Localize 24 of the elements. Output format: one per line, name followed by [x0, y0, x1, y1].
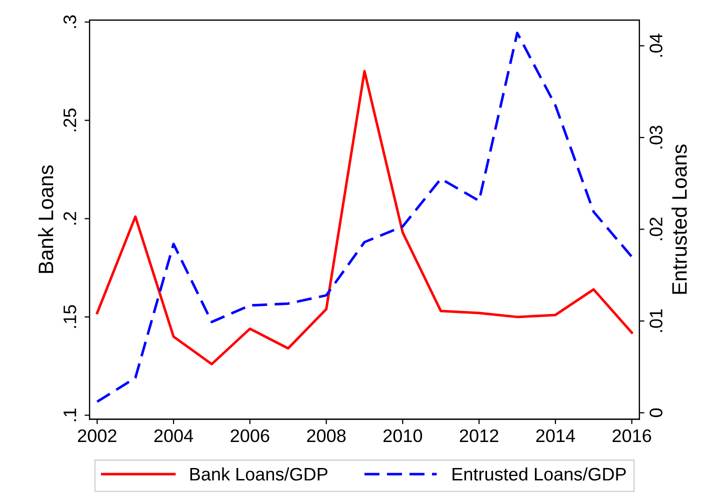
- y-axis-title: Bank Loans: [38, 165, 54, 273]
- y2-tick-label: .02: [650, 218, 662, 240]
- y2-tick-label: .03: [650, 126, 662, 148]
- x-tick-label: 2006: [230, 429, 270, 442]
- x-tick-label: 2008: [307, 429, 346, 442]
- y-tick-label: .15: [64, 305, 76, 328]
- y2-tick-label: 0: [650, 408, 662, 418]
- x-tick-label: 2010: [384, 429, 422, 442]
- x-tick-label: 2004: [154, 429, 194, 442]
- y2-tick-label: .01: [650, 309, 662, 332]
- line-series: [96, 32, 634, 403]
- y2-axis-title: Entrusted Loans: [672, 144, 687, 294]
- x-tick-label: 2012: [460, 429, 498, 442]
- x-tick-label: 2014: [536, 429, 575, 442]
- y-tick-label: .3: [63, 15, 76, 28]
- legend-label: Bank Loans/GDP: [190, 467, 328, 481]
- y-tick-label: .2: [63, 212, 76, 225]
- legend-label: Entrusted Loans/GDP: [452, 467, 626, 481]
- y2-tick-label: .04: [650, 34, 662, 57]
- y-tick-label: .25: [63, 108, 76, 132]
- line-series: [96, 70, 634, 366]
- x-tick-label: 2002: [78, 429, 116, 442]
- x-tick-label: 2016: [612, 429, 652, 442]
- y-tick-label: .1: [64, 408, 76, 422]
